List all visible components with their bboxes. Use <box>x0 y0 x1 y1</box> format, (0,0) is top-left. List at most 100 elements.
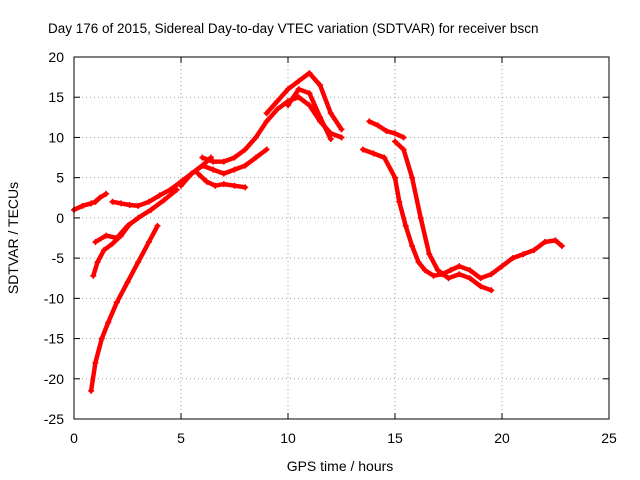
data-point-track-j-7 <box>274 106 281 113</box>
data-point-track-n-14 <box>477 275 484 282</box>
data-point-track-j-3 <box>231 154 238 161</box>
data-point-track-h-2 <box>199 162 206 169</box>
data-point-track-h-1 <box>188 170 195 177</box>
series-track-i <box>195 171 248 190</box>
data-point-track-g-4 <box>135 214 142 221</box>
data-point-track-o-0 <box>392 138 398 145</box>
x-tick-label-25: 25 <box>601 430 617 446</box>
data-point-track-l-4 <box>327 136 334 143</box>
data-point-track-m-0 <box>366 118 373 125</box>
series-track-e <box>114 223 160 305</box>
y-tick-label--10: -10 <box>44 290 64 306</box>
data-point-track-n-22 <box>558 243 565 250</box>
data-point-track-m-2 <box>383 128 390 135</box>
data-point-track-i-5 <box>242 184 249 191</box>
data-point-track-n-0 <box>359 146 366 153</box>
data-point-track-g-1 <box>103 232 110 239</box>
data-point-track-k-2 <box>285 86 291 93</box>
data-point-track-e-2 <box>135 259 142 266</box>
data-point-track-n-19 <box>531 247 538 254</box>
data-point-track-d-2 <box>98 335 105 342</box>
data-point-track-c-2 <box>126 202 133 209</box>
data-point-track-n-13 <box>466 267 473 274</box>
data-point-track-n-8 <box>421 267 428 274</box>
series-track-k <box>264 70 344 132</box>
data-point-track-i-2 <box>212 182 219 189</box>
data-point-track-o-8 <box>466 275 473 282</box>
data-point-track-f-0 <box>90 272 97 279</box>
data-point-track-h-7 <box>252 154 259 161</box>
y-axis-label: SDTVAR / TECUs <box>5 182 21 294</box>
data-point-track-m-4 <box>400 134 407 141</box>
data-point-track-j-13 <box>338 134 345 141</box>
data-point-track-c-3 <box>135 202 142 209</box>
data-point-track-i-3 <box>220 181 227 188</box>
y-tick-label--20: -20 <box>44 371 64 387</box>
data-point-track-n-16 <box>499 263 505 270</box>
data-point-track-b-2 <box>103 190 110 197</box>
series-layer <box>71 70 565 394</box>
data-point-track-n-6 <box>409 243 416 250</box>
data-point-track-n-11 <box>447 267 454 274</box>
grid <box>74 57 609 419</box>
data-point-track-j-5 <box>252 134 259 141</box>
data-point-track-n-21 <box>552 237 559 244</box>
data-point-track-e-3 <box>145 239 152 246</box>
data-point-track-h-8 <box>263 146 270 153</box>
data-point-track-e-4 <box>154 222 161 229</box>
data-point-track-h-6 <box>242 162 249 169</box>
data-point-track-g-7 <box>173 186 180 193</box>
data-point-track-j-2 <box>220 158 227 165</box>
data-point-track-n-1 <box>370 150 377 157</box>
data-point-track-n-2 <box>381 154 388 161</box>
data-point-track-o-7 <box>456 271 463 278</box>
y-tick-label-10: 10 <box>48 129 64 145</box>
data-point-track-a-1 <box>79 202 86 209</box>
plot-frame <box>73 56 610 420</box>
data-point-track-l-2 <box>306 90 313 97</box>
x-tick-label-0: 0 <box>70 430 78 446</box>
data-point-track-b-1 <box>96 194 103 201</box>
data-point-track-n-20 <box>541 239 548 246</box>
data-point-track-g-6 <box>160 197 167 204</box>
x-tick-label-5: 5 <box>177 430 185 446</box>
series-track-c <box>110 155 214 209</box>
series-track-o <box>392 139 494 293</box>
data-point-track-l-1 <box>295 86 302 93</box>
data-point-track-j-0 <box>199 154 206 161</box>
chart-title: Day 176 of 2015, Sidereal Day-to-day VTE… <box>48 21 538 36</box>
data-point-track-k-4 <box>306 70 313 77</box>
y-tick-label--25: -25 <box>44 411 64 427</box>
data-point-track-k-0 <box>263 110 270 117</box>
data-point-track-j-9 <box>295 94 302 101</box>
data-point-track-i-0 <box>195 170 202 177</box>
data-point-track-h-3 <box>210 166 217 173</box>
data-point-track-o-5 <box>434 267 441 274</box>
data-point-track-n-7 <box>415 259 422 266</box>
series-track-n <box>360 147 565 281</box>
data-point-track-l-0 <box>285 102 291 109</box>
data-point-track-d-0 <box>88 387 95 394</box>
series-track-a <box>71 199 98 213</box>
data-point-track-o-6 <box>445 275 452 282</box>
data-point-track-n-15 <box>488 271 495 278</box>
data-point-track-c-1 <box>118 200 125 207</box>
data-point-track-b-0 <box>92 198 99 205</box>
data-point-track-o-3 <box>417 214 424 221</box>
y-tick-label-5: 5 <box>56 170 64 186</box>
data-point-track-j-4 <box>242 146 249 153</box>
x-tick-label-15: 15 <box>387 430 403 446</box>
data-point-track-o-1 <box>400 146 407 153</box>
data-point-track-n-5 <box>402 222 409 229</box>
series-track-d <box>88 300 120 394</box>
data-point-track-j-6 <box>263 118 270 125</box>
data-point-track-e-0 <box>113 299 120 306</box>
data-point-track-g-3 <box>124 222 131 229</box>
data-point-track-m-1 <box>374 122 381 129</box>
data-point-track-o-9 <box>477 283 484 290</box>
data-point-track-o-4 <box>426 251 433 258</box>
data-point-track-g-5 <box>148 206 155 213</box>
data-point-track-f-2 <box>100 247 107 254</box>
data-point-track-g-0 <box>92 239 99 246</box>
